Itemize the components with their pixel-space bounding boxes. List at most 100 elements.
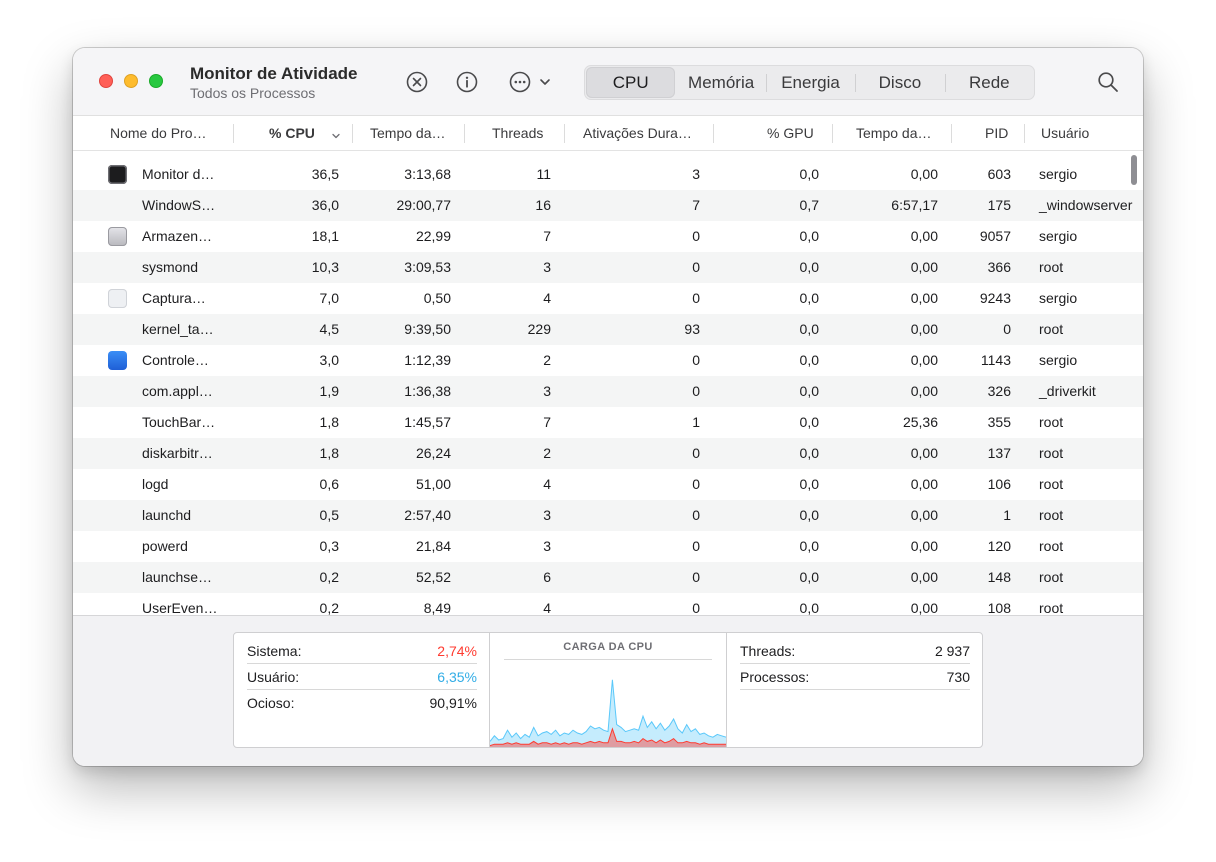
tab-disco[interactable]: Disco — [855, 66, 944, 99]
cell-cpu-time: 3:09,53 — [404, 259, 451, 275]
table-row[interactable]: WindowS… 36,0 29:00,77 16 7 0,7 6:57,17 175 _win… — [73, 190, 1143, 221]
table-row[interactable]: launchd 0,5 2:57,40 3 0 0,0 0,00 1 root — [73, 500, 1143, 531]
tab-rede[interactable]: Rede — [944, 66, 1034, 99]
cell-name: UserEven… — [142, 600, 218, 615]
process-table[interactable]: Monitor d… 36,5 3:13,68 11 3 0,0 0,00 603 sergio… — [73, 159, 1143, 615]
activity-monitor-icon — [108, 165, 127, 184]
column-header-gpu[interactable]: % GPU — [767, 125, 814, 141]
column-divider[interactable] — [713, 124, 714, 143]
column-divider[interactable] — [1024, 124, 1025, 143]
cell-cpu: 36,0 — [311, 197, 339, 213]
cell-user: sergio — [1039, 352, 1078, 368]
column-divider[interactable] — [464, 124, 465, 143]
cell-cpu-time: 1:36,38 — [404, 383, 451, 399]
column-header-user[interactable]: Usuário — [1041, 125, 1090, 141]
cell-cpu-time: 0,50 — [423, 290, 451, 306]
cell-user: root — [1039, 445, 1064, 461]
cell-threads: 2 — [543, 352, 551, 368]
cell-wakeups: 93 — [684, 321, 700, 337]
cell-wakeups: 0 — [692, 538, 700, 554]
cell-pid: 137 — [987, 445, 1011, 461]
column-header-cpu-time[interactable]: Tempo da… — [370, 125, 446, 141]
table-row[interactable]: Captura… 7,0 0,50 4 0 0,0 0,00 9243 sergio — [73, 283, 1143, 314]
cell-threads: 11 — [536, 166, 551, 182]
cell-user: sergio — [1039, 166, 1078, 182]
cell-gpu: 0,0 — [799, 166, 819, 182]
column-header-row: Nome do Pro… % CPU Tempo da… Threads Ati… — [73, 116, 1143, 151]
cell-user: root — [1039, 569, 1064, 585]
cell-cpu-time: 8,49 — [423, 600, 451, 615]
cell-pid: 1 — [1003, 507, 1011, 523]
cell-gpu: 0,0 — [799, 507, 819, 523]
column-divider[interactable] — [564, 124, 565, 143]
table-row[interactable]: powerd 0,3 21,84 3 0 0,0 0,00 120 root — [73, 531, 1143, 562]
cell-name: Captura… — [142, 290, 206, 306]
cell-cpu-time: 52,52 — [415, 569, 451, 585]
stat-sistema: Sistema: 2,74% — [247, 638, 477, 664]
cell-cpu-time: 29:00,77 — [396, 197, 452, 213]
cell-threads: 3 — [543, 538, 551, 554]
tab-memoria[interactable]: Memória — [688, 72, 755, 92]
cell-cpu: 0,3 — [319, 538, 339, 554]
table-row[interactable]: Armazen… 18,1 22,99 7 0 0,0 0,00 9057 sergio — [73, 221, 1143, 252]
cell-pid: 0 — [1003, 321, 1011, 337]
tab-cpu[interactable]: CPU — [586, 67, 676, 98]
table-row[interactable]: logd 0,6 51,00 4 0 0,0 0,00 106 root — [73, 469, 1143, 500]
stat-threads: Threads: 2 937 — [740, 638, 970, 664]
column-header-threads[interactable]: Threads — [492, 125, 544, 141]
zoom-window-button[interactable] — [149, 74, 163, 88]
column-header-gpu-time[interactable]: Tempo da… — [856, 125, 932, 141]
search-icon[interactable] — [1096, 70, 1120, 94]
cell-cpu: 0,2 — [319, 569, 339, 585]
table-row[interactable]: com.appl… 1,9 1:36,38 3 0 0,0 0,00 326 _driverki… — [73, 376, 1143, 407]
close-window-button[interactable] — [99, 74, 113, 88]
stat-ocioso-label: Ocioso: — [247, 695, 295, 711]
cpu-load-chart — [490, 679, 726, 747]
column-divider[interactable] — [352, 124, 353, 143]
cell-name: diskarbitr… — [142, 445, 213, 461]
cpu-summary-panel: Sistema: 2,74% Usuário: 6,35% Ocioso: 90… — [73, 615, 1143, 766]
cell-wakeups: 0 — [692, 445, 700, 461]
chevron-down-icon[interactable] — [533, 70, 557, 94]
cell-wakeups: 0 — [692, 352, 700, 368]
table-row[interactable]: TouchBar… 1,8 1:45,57 7 1 0,0 25,36 355 root — [73, 407, 1143, 438]
window-subtitle[interactable]: Todos os Processos — [190, 85, 316, 101]
minimize-window-button[interactable] — [124, 74, 138, 88]
cell-gpu-time: 0,00 — [910, 538, 938, 554]
cell-cpu-time: 51,00 — [415, 476, 451, 492]
cell-threads: 4 — [543, 600, 551, 615]
toolbar: Monitor de Atividade Todos os Processos … — [73, 48, 1143, 116]
cell-cpu: 10,3 — [311, 259, 339, 275]
cell-wakeups: 0 — [692, 383, 700, 399]
stop-process-icon[interactable] — [405, 70, 429, 94]
table-row[interactable]: Controle… 3,0 1:12,39 2 0 0,0 0,00 1143 sergio — [73, 345, 1143, 376]
table-row[interactable]: Monitor d… 36,5 3:13,68 11 3 0,0 0,00 603 sergio — [73, 159, 1143, 190]
column-divider[interactable] — [951, 124, 952, 143]
column-divider[interactable] — [233, 124, 234, 143]
table-row[interactable]: UserEven… 0,2 8,49 4 0 0,0 0,00 108 root — [73, 593, 1143, 615]
table-row[interactable]: diskarbitr… 1,8 26,24 2 0 0,0 0,00 137 root — [73, 438, 1143, 469]
chevron-down-icon[interactable] — [331, 128, 341, 146]
more-options-icon[interactable] — [508, 70, 532, 94]
table-row[interactable]: kernel_ta… 4,5 9:39,50 229 93 0,0 0,00 0 root — [73, 314, 1143, 345]
cell-cpu-time: 1:45,57 — [404, 414, 451, 430]
cell-name: launchd — [142, 507, 192, 523]
user-load-area — [490, 679, 726, 747]
column-header-cpu[interactable]: % CPU — [269, 125, 315, 141]
column-header-name[interactable]: Nome do Pro… — [110, 125, 207, 141]
cpu-stats-box: Sistema: 2,74% Usuário: 6,35% Ocioso: 90… — [233, 632, 983, 748]
vertical-scrollbar[interactable] — [1131, 155, 1137, 185]
cell-gpu: 0,0 — [799, 476, 819, 492]
info-icon[interactable] — [455, 70, 479, 94]
cell-pid: 148 — [987, 569, 1011, 585]
table-row[interactable]: launchse… 0,2 52,52 6 0 0,0 0,00 148 root — [73, 562, 1143, 593]
table-row[interactable]: sysmond 10,3 3:09,53 3 0 0,0 0,00 366 root — [73, 252, 1143, 283]
cell-cpu-time: 2:57,40 — [404, 507, 451, 523]
tab-energia[interactable]: Energia — [765, 66, 855, 99]
column-divider[interactable] — [832, 124, 833, 143]
cell-user: _driverkit — [1039, 383, 1096, 399]
column-header-pid[interactable]: PID — [985, 125, 1009, 141]
activity-monitor-window: Monitor de Atividade Todos os Processos … — [73, 48, 1143, 766]
column-header-wakeups[interactable]: Ativações Dura… — [583, 125, 692, 141]
cell-wakeups: 1 — [692, 414, 700, 430]
